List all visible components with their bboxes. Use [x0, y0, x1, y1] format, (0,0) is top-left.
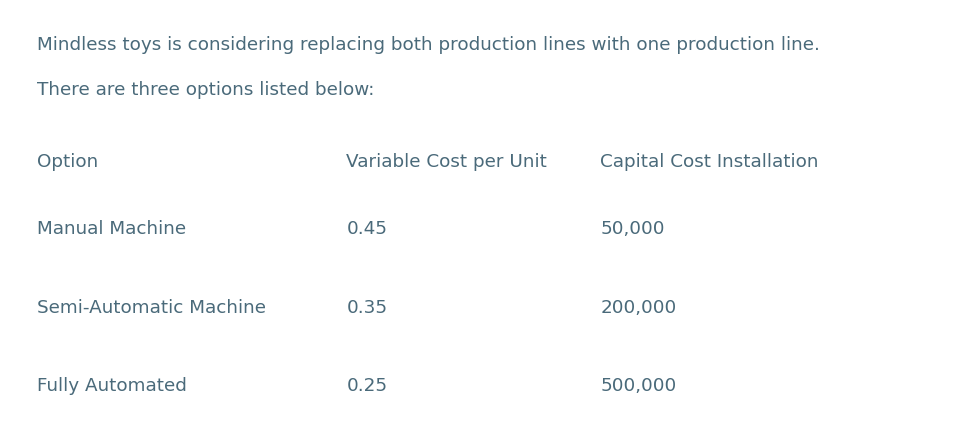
- Text: There are three options listed below:: There are three options listed below:: [37, 81, 375, 98]
- Text: 200,000: 200,000: [600, 299, 676, 317]
- Text: Option: Option: [37, 153, 99, 170]
- Text: Fully Automated: Fully Automated: [37, 377, 187, 395]
- Text: Manual Machine: Manual Machine: [37, 220, 186, 238]
- Text: Variable Cost per Unit: Variable Cost per Unit: [346, 153, 548, 170]
- Text: Mindless toys is considering replacing both production lines with one production: Mindless toys is considering replacing b…: [37, 36, 820, 54]
- Text: Capital Cost Installation: Capital Cost Installation: [600, 153, 819, 170]
- Text: 500,000: 500,000: [600, 377, 676, 395]
- Text: 0.45: 0.45: [346, 220, 387, 238]
- Text: 0.35: 0.35: [346, 299, 387, 317]
- Text: 0.25: 0.25: [346, 377, 387, 395]
- Text: 50,000: 50,000: [600, 220, 665, 238]
- Text: Semi-Automatic Machine: Semi-Automatic Machine: [37, 299, 266, 317]
